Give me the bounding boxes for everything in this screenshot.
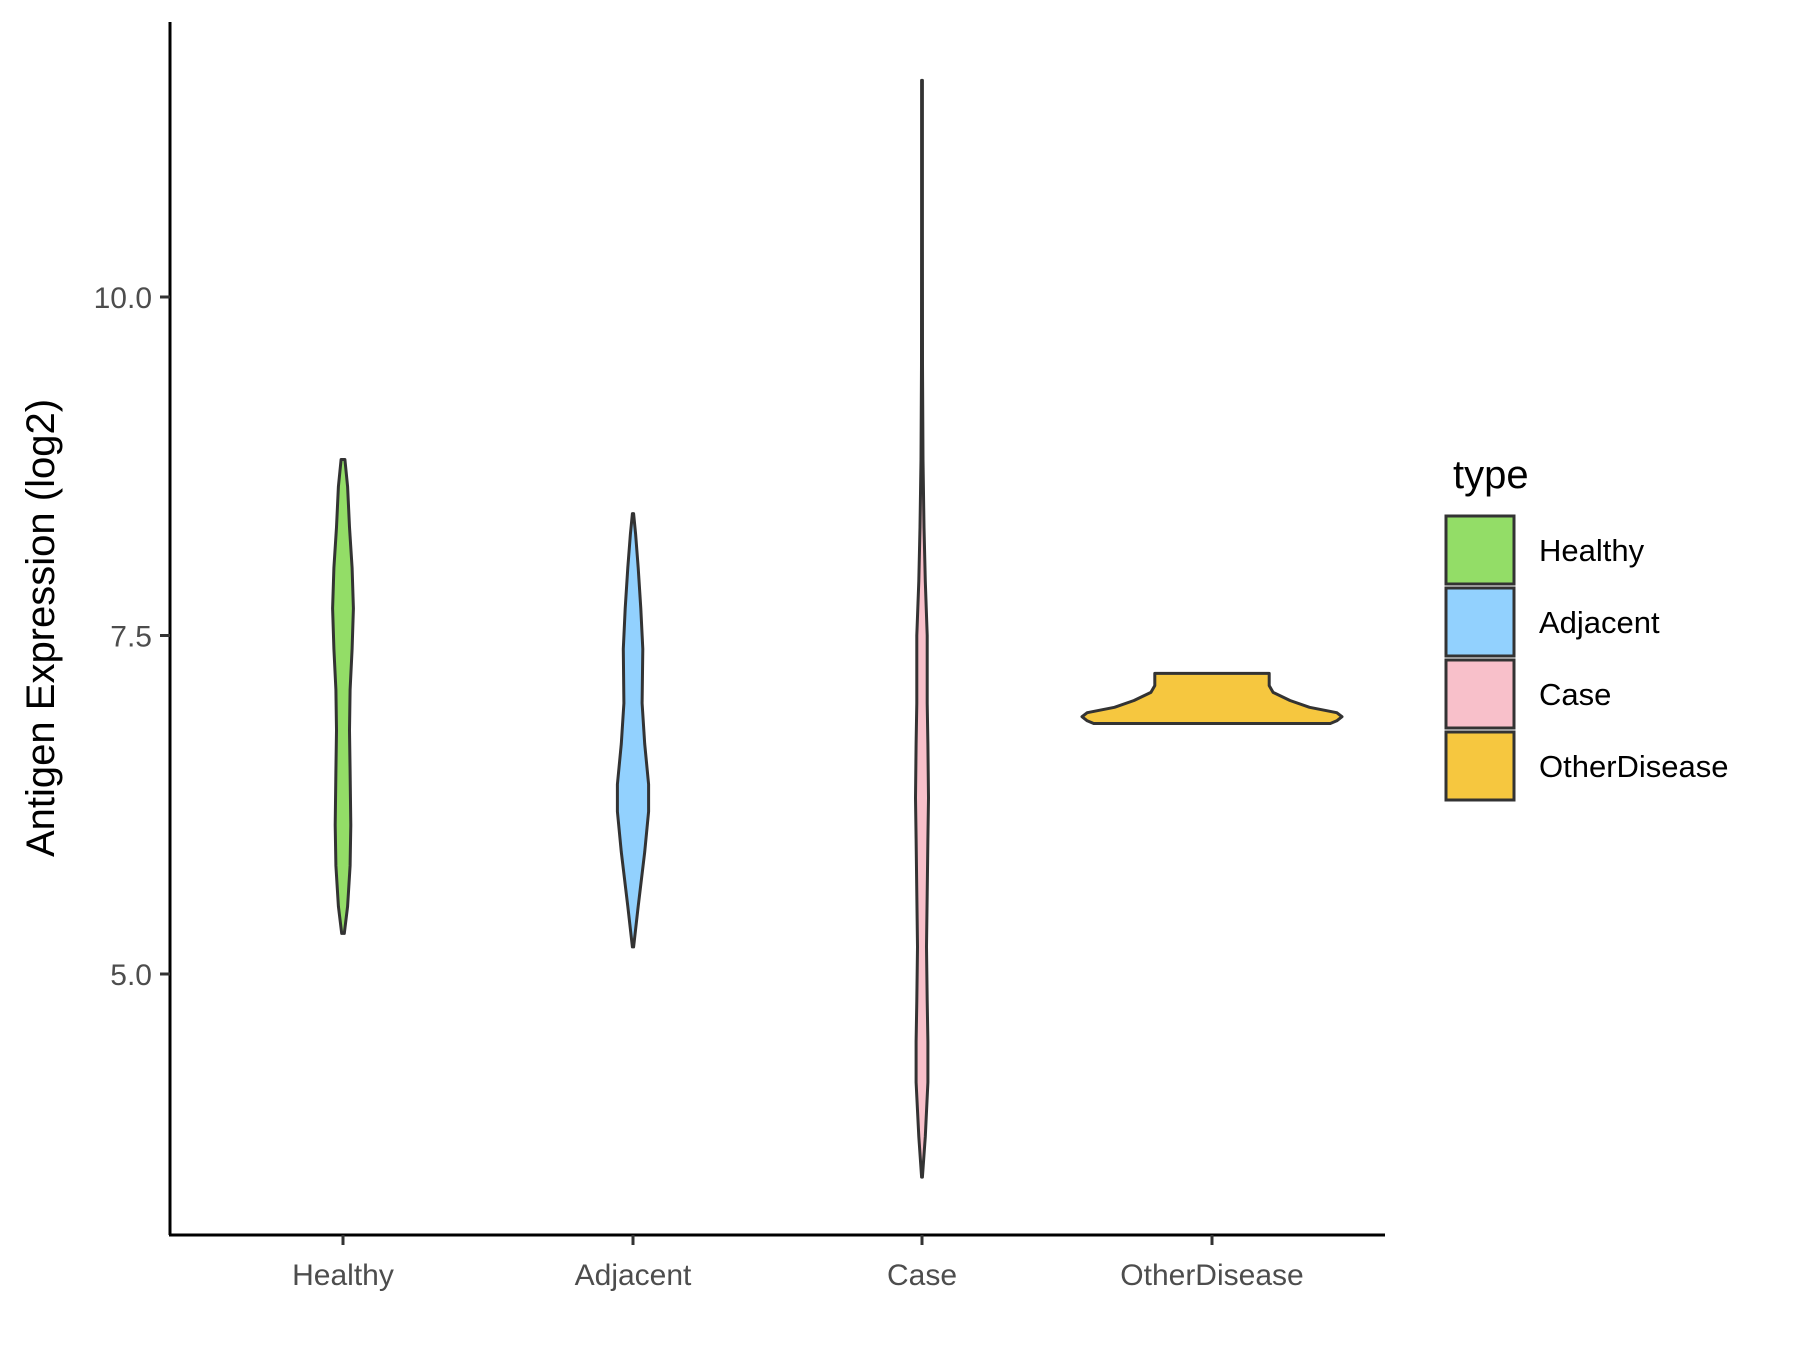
legend-label: OtherDisease: [1539, 749, 1729, 784]
axes-layer: [168, 22, 1385, 1237]
x-tick-label: OtherDisease: [1120, 1259, 1303, 1292]
legend-label: Case: [1539, 677, 1611, 712]
violin-otherdisease: [1080, 671, 1344, 725]
violin-healthy: [331, 458, 355, 935]
legend: type Healthy Adjacent Case OtherDisease: [1444, 453, 1729, 802]
y-tick-label: 7.5: [110, 621, 152, 654]
y-tick-label: 5.0: [110, 959, 152, 992]
legend-key-adjacent: [1444, 586, 1516, 658]
y-axis-title: Antigen Expression (log2): [19, 399, 63, 857]
legend-key-case: [1444, 658, 1516, 730]
violins-layer: [331, 78, 1344, 1179]
legend-title: type: [1453, 453, 1529, 497]
y-ticks: 5.0 7.5 10.0: [94, 282, 170, 992]
violin-adjacent: [615, 512, 651, 949]
legend-label: Adjacent: [1539, 605, 1660, 640]
x-ticks: Healthy Adjacent Case OtherDisease: [292, 1235, 1304, 1292]
legend-key-healthy: [1444, 514, 1516, 586]
y-tick-label: 10.0: [94, 282, 152, 315]
violin-case: [914, 78, 930, 1179]
x-tick-label: Adjacent: [575, 1259, 692, 1292]
x-tick-label: Healthy: [292, 1259, 394, 1292]
x-tick-label: Case: [887, 1259, 957, 1292]
legend-key-otherdisease: [1444, 730, 1516, 802]
legend-label: Healthy: [1539, 533, 1645, 568]
